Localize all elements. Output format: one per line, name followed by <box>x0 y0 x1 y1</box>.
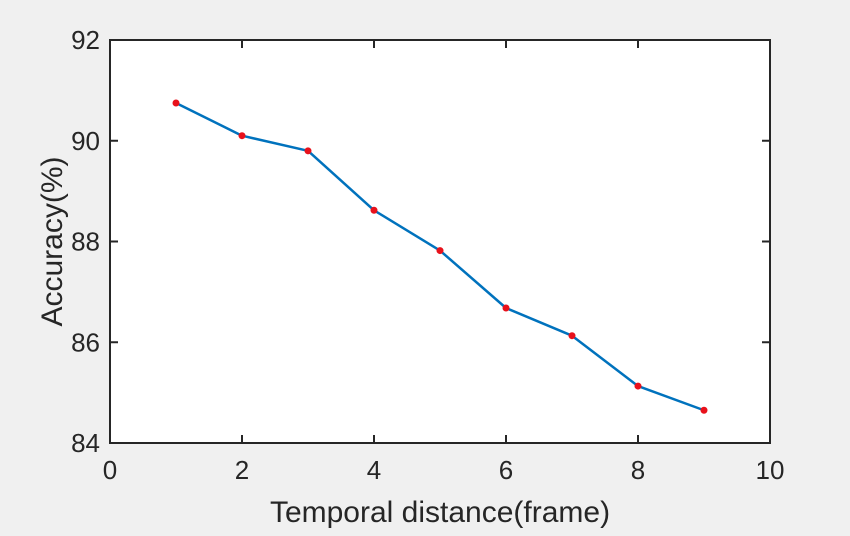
y-tick-label: 84 <box>71 428 100 458</box>
data-point <box>568 332 576 340</box>
data-point <box>172 99 180 107</box>
x-tick-label: 8 <box>631 455 645 485</box>
x-tick-label: 4 <box>367 455 381 485</box>
data-point <box>700 406 708 414</box>
x-tick-label: 2 <box>235 455 249 485</box>
data-point <box>502 304 510 312</box>
x-tick-label: 10 <box>756 455 785 485</box>
data-point <box>436 247 444 255</box>
data-point <box>304 147 312 155</box>
tick-labels: 0 2 4 6 8 10 84 86 88 90 92 <box>71 25 784 485</box>
plot-area <box>110 40 770 443</box>
y-axis-label: Accuracy(%) <box>36 156 69 326</box>
y-tick-label: 86 <box>71 327 100 357</box>
x-tick-label: 6 <box>499 455 513 485</box>
y-tick-label: 88 <box>71 227 100 257</box>
data-point <box>238 132 246 140</box>
y-tick-label: 90 <box>71 126 100 156</box>
data-point <box>634 382 642 390</box>
data-point <box>370 206 378 214</box>
x-tick-label: 0 <box>103 455 117 485</box>
x-axis-label: Temporal distance(frame) <box>270 496 610 529</box>
plot-frame <box>109 39 771 444</box>
y-tick-label: 92 <box>71 25 100 55</box>
series-layer <box>172 99 708 414</box>
